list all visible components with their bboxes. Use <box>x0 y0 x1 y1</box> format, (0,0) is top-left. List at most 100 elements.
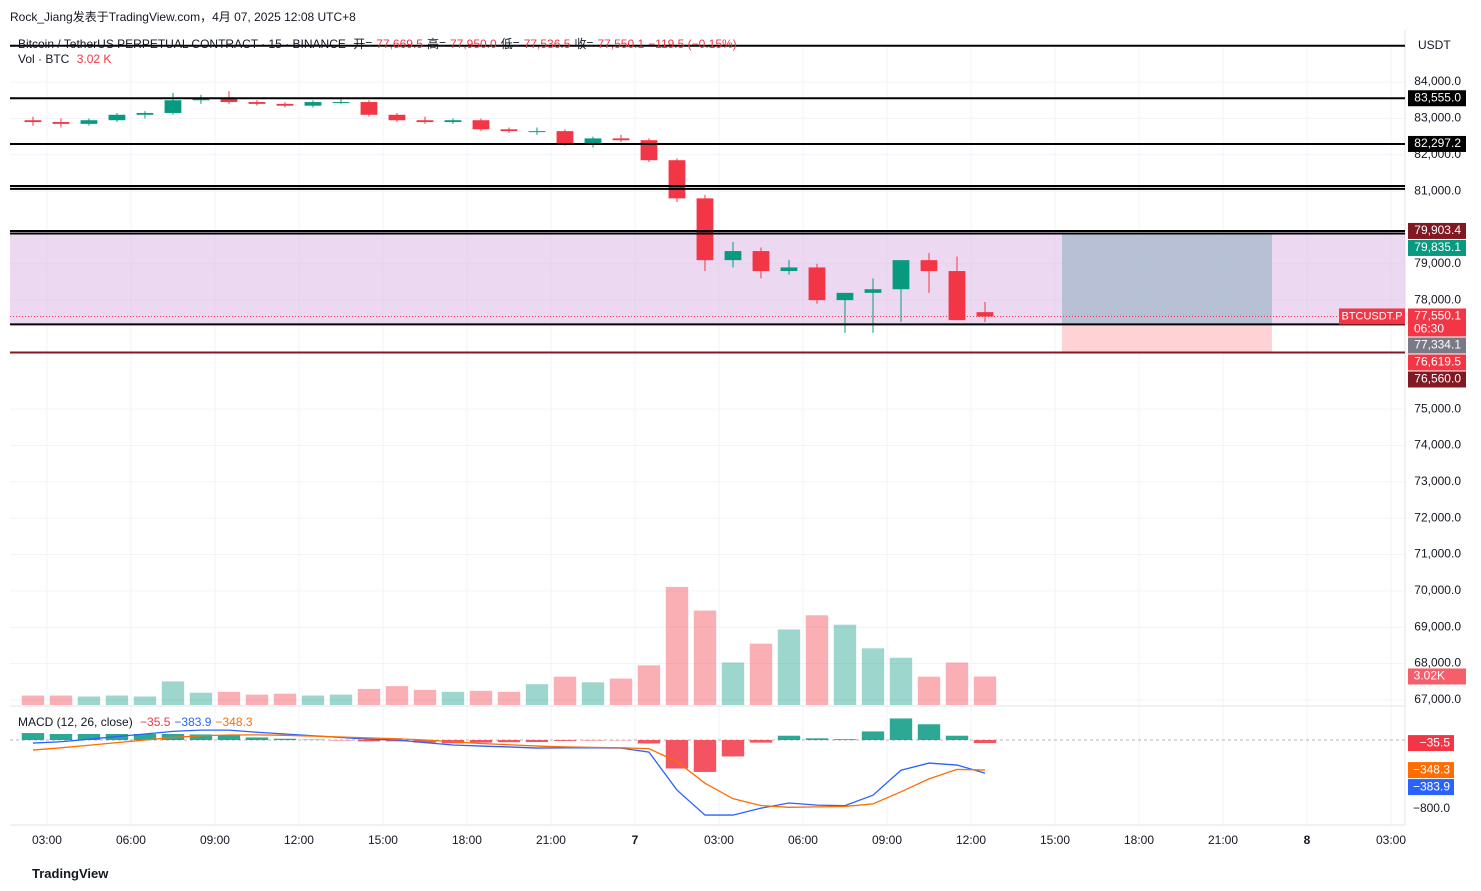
volume-bar <box>945 662 969 705</box>
volume-bar <box>245 694 269 705</box>
macd-legend: MACD (12, 26, close) −35.5 −383.9 −348.3 <box>18 715 257 729</box>
histogram-bar <box>665 740 689 769</box>
volume-bar <box>581 682 605 705</box>
volume-bar <box>413 689 437 705</box>
candle-body <box>80 120 98 124</box>
histogram-bar <box>749 740 773 743</box>
volume-bar <box>665 586 689 705</box>
y-tick-label: 75,000.0 <box>1414 401 1461 415</box>
price-label-box <box>1408 135 1466 152</box>
candle-body <box>360 102 378 115</box>
x-tick-label: 03:00 <box>32 833 62 847</box>
x-tick-label: 12:00 <box>956 833 986 847</box>
macd-line <box>32 734 986 808</box>
candle-body <box>668 160 686 199</box>
volume-bar <box>469 690 493 705</box>
candle-body <box>276 103 294 106</box>
histogram-bar <box>693 740 717 772</box>
ohlc-value: 77,950.0 <box>449 37 497 51</box>
ohlc-name: 高= <box>426 37 446 51</box>
candle-body <box>220 98 238 103</box>
histogram-bar <box>189 734 213 741</box>
histogram-bar <box>525 740 549 743</box>
x-tick-label: 03:00 <box>1376 833 1406 847</box>
histogram-bar <box>833 739 857 741</box>
candle-body <box>724 251 742 261</box>
volume-bar <box>749 643 773 705</box>
candle-body <box>304 102 322 106</box>
macd-label-box <box>1408 779 1454 796</box>
macd-title: MACD (12, 26, close) <box>18 715 133 729</box>
volume-bar <box>301 695 325 705</box>
macd-label-box <box>1408 762 1454 779</box>
x-tick-label: 15:00 <box>1040 833 1070 847</box>
change: −119.5 (−0.15%) <box>648 37 737 51</box>
y-tick-label: 79,000.0 <box>1414 256 1461 270</box>
volume-bar <box>609 678 633 705</box>
candle-body <box>752 251 770 272</box>
y-tick-label: 68,000.0 <box>1414 656 1461 670</box>
candle-body <box>388 114 406 121</box>
volume-bar <box>721 662 745 705</box>
ohlc-item: 收= 77,550.1 <box>574 37 644 51</box>
author-line: Rock_Jiang发表于TradingView.com，4月 07, 2025… <box>10 10 356 24</box>
histogram-bar <box>917 724 941 741</box>
candle-body <box>976 312 994 317</box>
volume-bar <box>329 694 353 705</box>
candle-body <box>836 292 854 301</box>
price-label: 83,555.0 <box>1414 90 1461 104</box>
y-tick-label: 83,000.0 <box>1414 111 1461 125</box>
ohlc-value: 77,669.5 <box>376 37 423 51</box>
macd-label: −348.3 <box>1413 762 1450 776</box>
price-label: 77,550.1 <box>1414 309 1461 323</box>
macd-label: −35.5 <box>1420 735 1451 749</box>
x-tick-label: 06:00 <box>788 833 818 847</box>
symbol-label: BTCUSDT.P <box>1341 310 1402 322</box>
volume-bar <box>553 676 577 705</box>
histogram-bar <box>805 738 829 741</box>
volume-bar <box>637 665 661 705</box>
price-label: 79,903.4 <box>1414 223 1461 237</box>
volume-bar <box>385 686 409 705</box>
x-tick-label: 7 <box>632 833 639 847</box>
price-label-box <box>1408 354 1466 371</box>
histogram-bar <box>133 733 157 741</box>
histogram-bar <box>637 740 661 744</box>
price-label: 77,334.1 <box>1414 338 1461 352</box>
volume-bar <box>49 695 73 705</box>
candle-body <box>892 260 910 290</box>
macd-label: −383.9 <box>1413 779 1450 793</box>
price-label-box <box>1408 337 1466 354</box>
volume-bar <box>861 648 885 705</box>
volume-label-box <box>1408 668 1466 685</box>
histogram-bar <box>553 740 577 741</box>
symbol-title: Bitcoin / TetherUS PERPETUAL CONTRACT · … <box>18 37 346 51</box>
volume-bar <box>105 695 129 705</box>
volume-title: Vol · BTC <box>18 52 70 66</box>
hist-value: −35.5 <box>140 715 171 729</box>
candle-body <box>556 131 574 144</box>
y-tick-label: 78,000.0 <box>1414 292 1461 306</box>
candle-body <box>472 120 490 130</box>
y-tick-label: 67,000.0 <box>1414 692 1461 706</box>
volume-bar <box>805 615 829 705</box>
histogram-bar <box>469 740 493 743</box>
candle-body <box>444 120 462 123</box>
histogram-bar <box>77 733 101 741</box>
symbol-box <box>1339 308 1405 325</box>
macd-label-box <box>1408 735 1454 752</box>
ohlc-name: 开= <box>353 37 373 51</box>
candle-body <box>108 114 126 121</box>
candle-body <box>948 271 966 321</box>
x-tick-label: 8 <box>1304 833 1311 847</box>
price-label-box <box>1408 239 1466 256</box>
histogram-bar <box>497 740 521 743</box>
candle-body <box>136 112 154 115</box>
volume-bar <box>889 657 913 705</box>
histogram-bar <box>217 735 241 741</box>
volume-bar <box>833 624 857 705</box>
volume-label: 3.02K <box>1414 669 1445 683</box>
price-label-box <box>1408 308 1466 337</box>
volume-bar <box>693 610 717 705</box>
